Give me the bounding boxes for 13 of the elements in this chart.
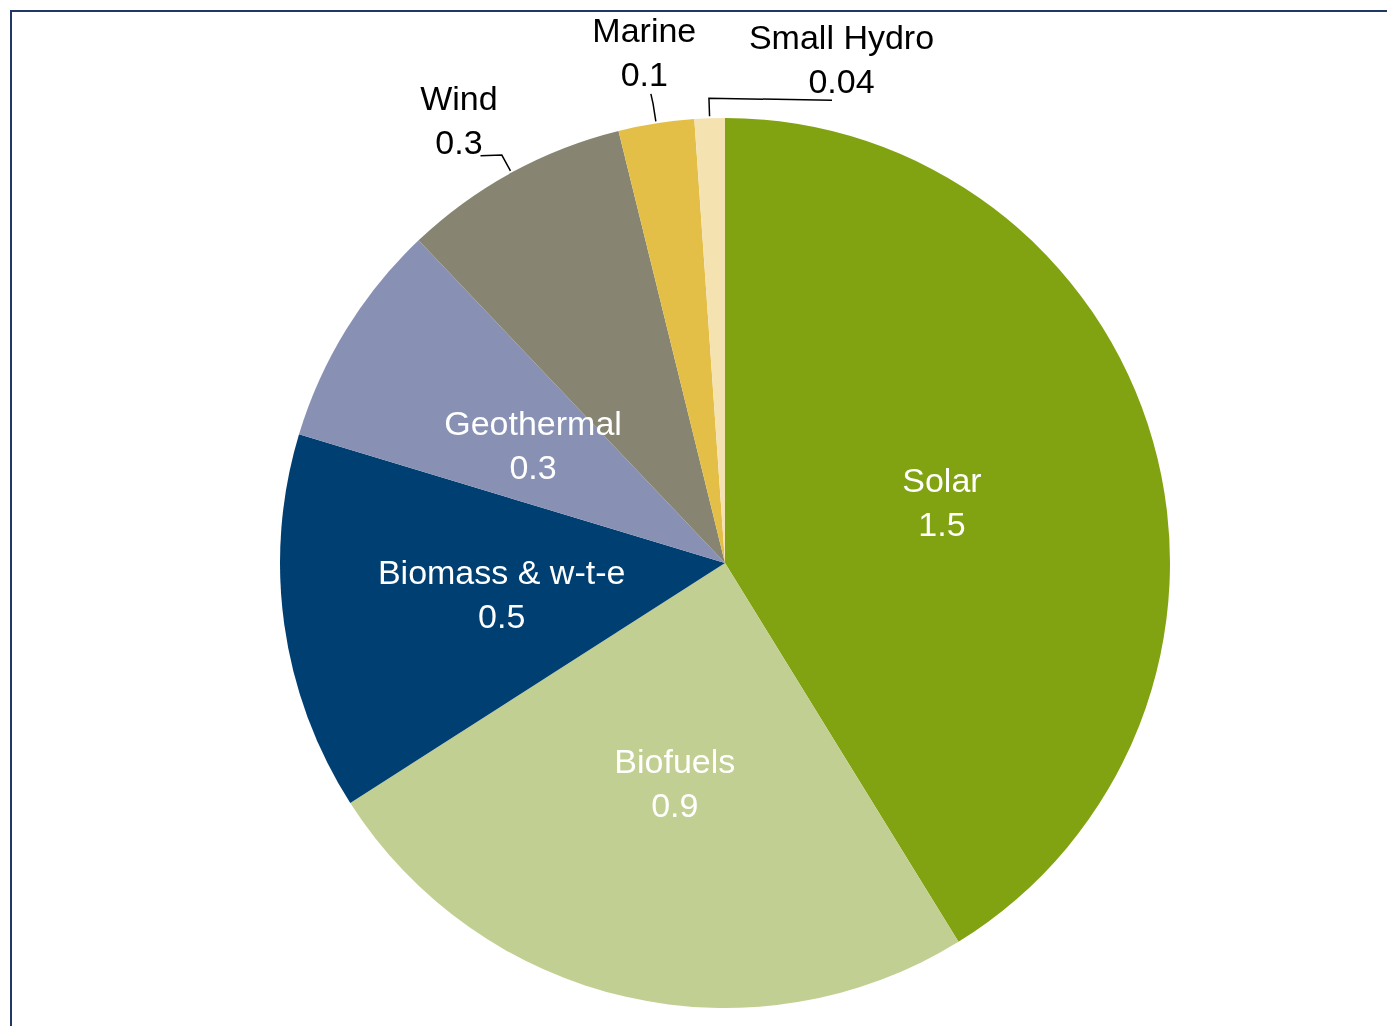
data-label: 0.5 (478, 597, 526, 636)
slice-label: Biomass & w-t-e (377, 553, 626, 592)
slice-label: Small Hydro (748, 18, 935, 57)
data-label: 0.1 (620, 55, 668, 94)
data-label: 0.9 (651, 785, 699, 824)
slice-label: Wind (420, 78, 498, 117)
data-label: 0.04 (808, 62, 875, 101)
data-label: 0.3 (509, 447, 557, 486)
slice-label: Marine (592, 11, 697, 50)
data-label: 1.5 (918, 504, 966, 543)
data-label: 0.3 (435, 122, 483, 161)
slice-label: Solar (902, 460, 982, 499)
slice-label: Biofuels (614, 741, 736, 780)
